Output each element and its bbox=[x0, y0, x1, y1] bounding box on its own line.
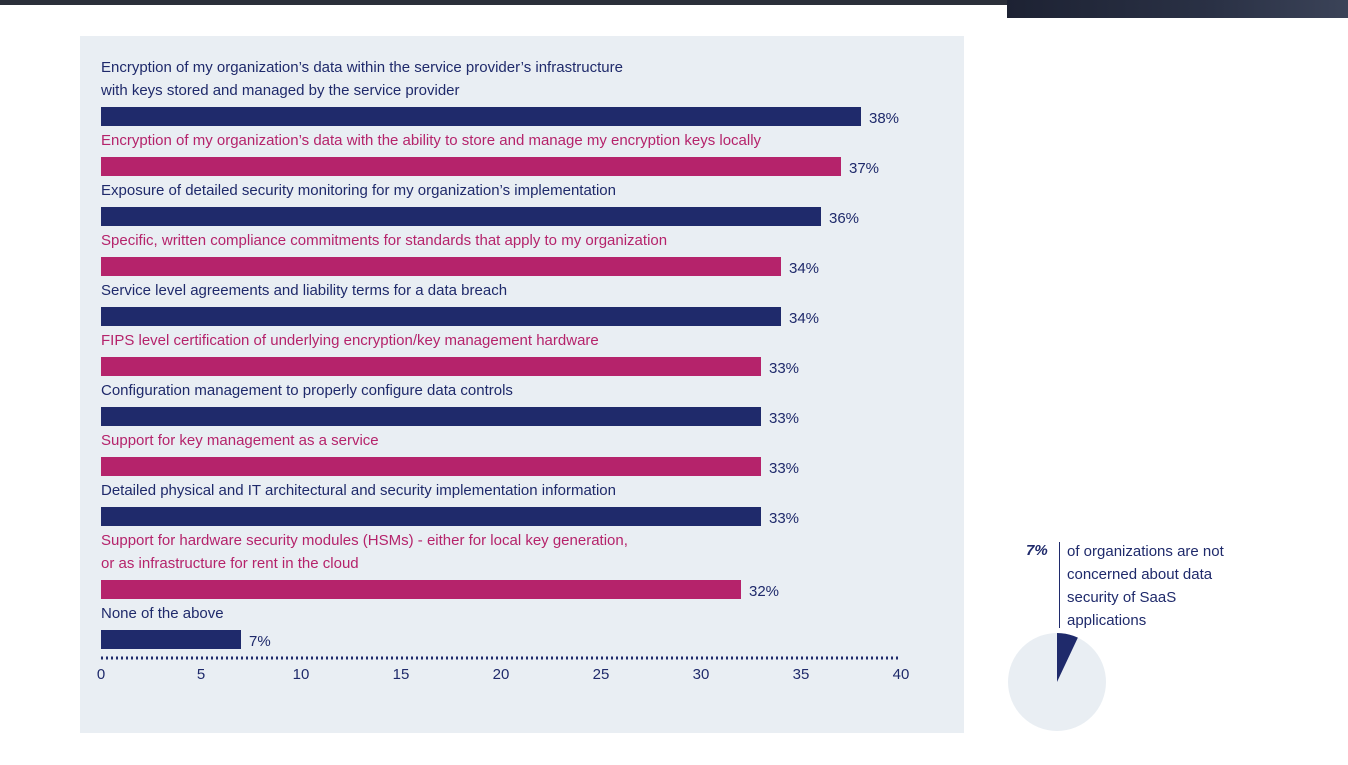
category-label: Detailed physical and IT architectural a… bbox=[101, 482, 616, 499]
header-image-strip bbox=[1007, 0, 1348, 18]
bar bbox=[101, 407, 761, 426]
pie-slice bbox=[1057, 633, 1078, 682]
callout-percent: 7% bbox=[1026, 542, 1048, 559]
category-label: Configuration management to properly con… bbox=[101, 382, 513, 399]
category-label: Support for hardware security modules (H… bbox=[101, 532, 628, 572]
x-tick-label: 30 bbox=[693, 666, 710, 683]
category-label: Support for key management as a service bbox=[101, 432, 379, 449]
bar-chart: Encryption of my organization’s data wit… bbox=[97, 59, 910, 683]
callout-divider bbox=[1059, 542, 1060, 628]
value-label: 32% bbox=[749, 583, 779, 600]
mini-pie-chart bbox=[1008, 633, 1106, 731]
category-label: Encryption of my organization’s data wit… bbox=[101, 132, 762, 149]
category-label: Encryption of my organization’s data wit… bbox=[100, 59, 623, 99]
bar bbox=[101, 357, 761, 376]
value-label: 37% bbox=[849, 160, 879, 177]
x-tick-label: 20 bbox=[493, 666, 510, 683]
bar bbox=[101, 507, 761, 526]
x-tick-label: 0 bbox=[97, 666, 105, 683]
value-label: 36% bbox=[829, 210, 859, 227]
value-label: 34% bbox=[789, 310, 819, 327]
value-label: 7% bbox=[249, 633, 271, 650]
category-label: Exposure of detailed security monitoring… bbox=[101, 182, 616, 199]
callout-text: of organizations are not concerned about… bbox=[1067, 543, 1224, 629]
category-label: None of the above bbox=[101, 605, 224, 622]
value-label: 33% bbox=[769, 510, 799, 527]
x-tick-label: 35 bbox=[793, 666, 810, 683]
bar bbox=[101, 207, 821, 226]
bar bbox=[101, 157, 841, 176]
x-tick-label: 5 bbox=[197, 666, 205, 683]
chart-panel: Encryption of my organization’s data wit… bbox=[80, 36, 964, 733]
bar bbox=[101, 107, 861, 126]
bar bbox=[101, 307, 781, 326]
category-label: Service level agreements and liability t… bbox=[101, 282, 507, 299]
value-label: 33% bbox=[769, 460, 799, 477]
value-label: 38% bbox=[869, 110, 899, 127]
x-tick-label: 25 bbox=[593, 666, 610, 683]
bar bbox=[101, 580, 741, 599]
bar bbox=[101, 630, 241, 649]
x-tick-label: 15 bbox=[393, 666, 410, 683]
top-border bbox=[0, 0, 1348, 5]
value-label: 33% bbox=[769, 360, 799, 377]
x-tick-label: 40 bbox=[893, 666, 910, 683]
value-label: 34% bbox=[789, 260, 819, 277]
category-label: Specific, written compliance commitments… bbox=[101, 232, 667, 249]
value-label: 33% bbox=[769, 410, 799, 427]
bar bbox=[101, 457, 761, 476]
bar bbox=[101, 257, 781, 276]
x-tick-label: 10 bbox=[293, 666, 310, 683]
category-label: FIPS level certification of underlying e… bbox=[101, 332, 599, 349]
